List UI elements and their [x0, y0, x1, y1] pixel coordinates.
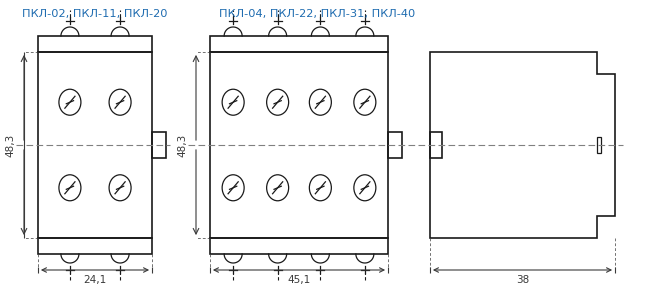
Text: ПКЛ-02, ПКЛ-11, ПКЛ-20: ПКЛ-02, ПКЛ-11, ПКЛ-20 — [22, 9, 168, 19]
Text: ПКЛ-04, ПКЛ-22, ПКЛ-31, ПКЛ-40: ПКЛ-04, ПКЛ-22, ПКЛ-31, ПКЛ-40 — [219, 9, 415, 19]
Text: 24,1: 24,1 — [83, 275, 107, 285]
Text: 48,3: 48,3 — [177, 134, 187, 157]
Text: 48,3: 48,3 — [5, 134, 15, 157]
Text: 45,1: 45,1 — [287, 275, 311, 285]
Text: 38: 38 — [516, 275, 529, 285]
